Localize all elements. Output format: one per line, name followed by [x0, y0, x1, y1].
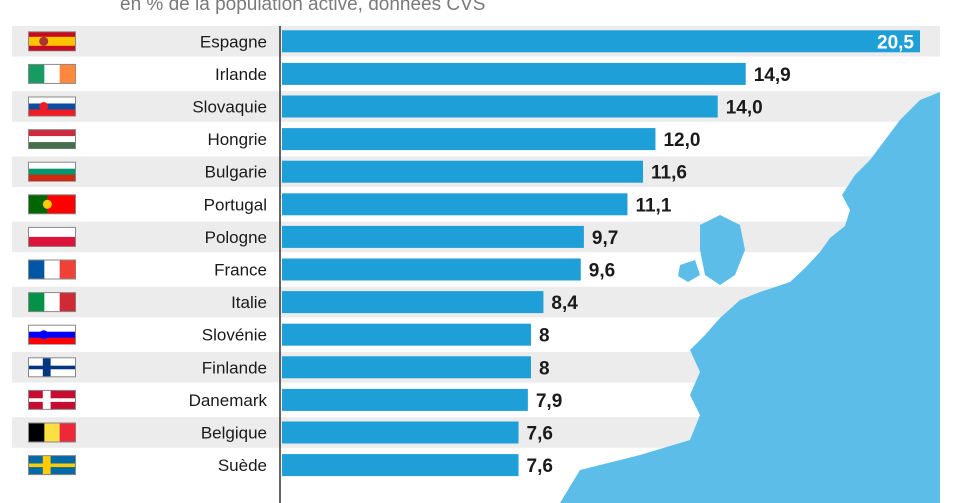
bar — [282, 421, 519, 444]
flag-icon — [28, 31, 76, 52]
country-label: Suède — [218, 456, 267, 475]
chart-row: Belgique 7,6 — [28, 421, 553, 445]
country-label: Irlande — [215, 65, 267, 84]
flag-icon — [28, 96, 76, 117]
value-label: 14,9 — [754, 65, 791, 86]
europe-map — [560, 92, 940, 503]
value-label: 8 — [539, 358, 550, 379]
bar — [282, 95, 718, 118]
value-label: 8 — [539, 326, 550, 347]
chart-row: Espagne 20,5 — [28, 30, 920, 53]
value-label: 9,7 — [592, 228, 618, 249]
chart-rows: Espagne 20,5 Irlande 14,9 Slovaquie 14,0 Hongr… — [28, 30, 920, 477]
chart-row: Portugal 11,1 — [28, 193, 672, 216]
value-label: 7,6 — [527, 456, 553, 477]
bar — [282, 193, 628, 216]
bar — [282, 388, 528, 411]
country-label: Slovénie — [202, 326, 267, 345]
country-label: Pologne — [205, 228, 267, 247]
chart-row: Pologne 9,7 — [28, 225, 618, 249]
flag-icon — [28, 455, 76, 476]
country-label: Danemark — [189, 391, 268, 410]
value-label: 11,1 — [635, 195, 671, 216]
bar — [282, 30, 920, 53]
flag-icon — [28, 259, 76, 280]
country-label: Belgique — [201, 424, 267, 443]
country-label: Italie — [231, 293, 267, 312]
chart-row: Finlande 8 — [28, 356, 550, 379]
flag-icon — [28, 324, 76, 345]
value-label: 7,6 — [527, 424, 553, 445]
bar — [282, 323, 531, 346]
chart-row: France 9,6 — [28, 258, 615, 282]
bar — [282, 225, 584, 248]
chart-row: Irlande 14,9 — [28, 62, 791, 86]
flag-icon — [28, 226, 76, 247]
flag-icon — [28, 63, 76, 84]
chart-row: Slovénie 8 — [28, 323, 550, 347]
value-label: 14,0 — [726, 98, 763, 119]
bar — [282, 356, 531, 379]
country-label: Bulgarie — [205, 163, 267, 182]
chart-row: Bulgarie 11,6 — [28, 160, 687, 184]
flag-icon — [28, 357, 76, 378]
flag-icon — [28, 194, 76, 215]
flag-icon — [28, 129, 76, 150]
value-label: 20,5 — [877, 32, 914, 53]
chart-row: Danemark 7,9 — [28, 388, 562, 412]
bar — [282, 160, 644, 183]
bar — [282, 291, 544, 314]
bar — [282, 62, 746, 85]
chart-row: Suède 7,6 — [28, 454, 553, 477]
country-label: Slovaquie — [192, 98, 267, 117]
chart-subtitle: en % de la population active, données CV… — [120, 0, 486, 15]
bar — [282, 454, 519, 477]
chart-row: Hongrie 12,0 — [28, 128, 700, 151]
country-label: Finlande — [202, 358, 267, 377]
country-label: France — [214, 261, 267, 280]
value-label: 9,6 — [589, 261, 615, 282]
flag-icon — [28, 292, 76, 313]
flag-icon — [28, 161, 76, 182]
value-label: 12,0 — [663, 130, 700, 151]
bar — [282, 258, 581, 281]
flag-icon — [28, 422, 76, 443]
country-label: Portugal — [204, 195, 267, 214]
value-label: 7,9 — [536, 391, 562, 412]
chart-row: Slovaquie 14,0 — [28, 95, 763, 119]
flag-icon — [28, 389, 76, 410]
value-label: 8,4 — [551, 293, 578, 314]
value-label: 11,6 — [651, 163, 687, 184]
chart-row: Italie 8,4 — [28, 291, 578, 314]
country-label: Espagne — [200, 32, 267, 51]
country-label: Hongrie — [207, 130, 267, 149]
bar — [282, 128, 656, 151]
